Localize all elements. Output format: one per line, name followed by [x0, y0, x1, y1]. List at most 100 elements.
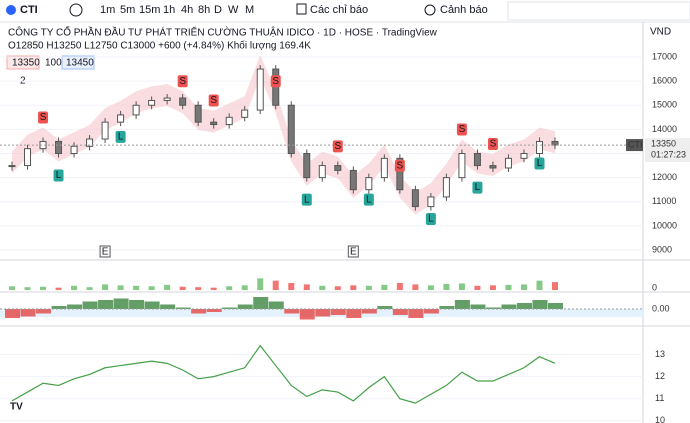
osc-bar [113, 298, 129, 309]
osc-bar [36, 309, 52, 314]
signal-marker [456, 123, 467, 136]
candle [194, 104, 202, 123]
volume-bar [210, 287, 217, 290]
interval-button[interactable]: M [245, 4, 254, 16]
drawing-tools[interactable] [507, 1, 690, 21]
countdown: 01:27:23 [651, 149, 686, 159]
signal-marker [332, 140, 343, 153]
signal-label: L [428, 214, 434, 225]
price-tag-bg [645, 138, 690, 163]
osc-bar [129, 300, 145, 309]
symbol-tag-bg [626, 139, 643, 152]
add-symbol[interactable] [69, 3, 83, 17]
volume-bar [365, 285, 372, 290]
signal-label: S [334, 141, 341, 152]
candle [303, 153, 311, 179]
osc-bar [439, 306, 455, 309]
osc-bar [408, 309, 424, 318]
osc-bar [516, 303, 532, 309]
spread: 100 [45, 58, 62, 69]
volume-bar [396, 283, 403, 290]
price-tick-label: 17000 [652, 51, 677, 61]
volume-bar [195, 287, 202, 290]
symbol-tag: CTI [628, 139, 643, 149]
candle [365, 177, 373, 191]
interval-button[interactable]: D [214, 4, 222, 16]
price-tick-label: 9000 [652, 244, 672, 254]
last-price-label: 13350 [651, 138, 676, 148]
candle [132, 104, 140, 116]
osc-bar [144, 301, 160, 309]
signal-label: S [490, 139, 497, 150]
toolbar [0, 0, 690, 22]
lower-tick: 11 [655, 393, 664, 403]
volume-bar [319, 285, 326, 290]
indicator-icon [296, 3, 307, 15]
candle [396, 157, 404, 191]
volume-bar [55, 287, 62, 290]
price-tick-label: 10000 [652, 220, 677, 230]
candle [380, 157, 388, 179]
interval-button[interactable]: 15m [139, 4, 160, 16]
volume-bar [489, 285, 496, 290]
candle [117, 114, 125, 123]
osc-bar [284, 309, 300, 314]
candle [210, 121, 218, 126]
candle [163, 97, 171, 101]
candle [101, 121, 109, 140]
currency: VND [650, 27, 671, 38]
candle [535, 140, 543, 155]
tv-logo: TV [10, 402, 23, 413]
volume-bar [148, 286, 155, 290]
alerts-button[interactable]: Cảnh báo [440, 4, 488, 16]
osc-bar [423, 309, 439, 314]
interval-button[interactable]: 1h [163, 4, 175, 16]
osc-bar [51, 306, 67, 309]
price-tick-label: 15000 [652, 100, 677, 110]
volume-bar [552, 282, 558, 290]
interval-button[interactable]: 8h [198, 4, 210, 16]
candle [551, 140, 559, 146]
signal-label: S [40, 112, 47, 123]
symbol[interactable]: CTI [20, 4, 38, 16]
candle [349, 169, 357, 191]
osc-bar [67, 304, 83, 309]
volume-tick: 0 [652, 282, 657, 292]
osc-bar [191, 309, 207, 314]
volume-bar [458, 283, 465, 290]
cloud-band [12, 55, 555, 215]
volume-bar [24, 287, 31, 290]
interval-button[interactable]: 5m [120, 4, 135, 16]
candle [148, 99, 156, 106]
osc-bar [98, 300, 114, 309]
candle [225, 116, 233, 126]
volume-bar [381, 284, 388, 290]
osc-bar [485, 307, 501, 309]
candle [86, 138, 94, 147]
candle [334, 165, 342, 171]
event-marker [347, 245, 359, 258]
logo [6, 5, 16, 15]
price-tick-label: 11000 [652, 196, 676, 206]
osc-bar [346, 309, 362, 318]
osc-bar [206, 309, 222, 312]
signal-marker [208, 94, 219, 107]
interval-button[interactable]: W [228, 4, 239, 16]
osc-bar [454, 300, 470, 309]
volume-bar [443, 283, 450, 290]
alert-icon [424, 4, 436, 16]
candle [473, 153, 481, 167]
indicators-button[interactable]: Các chỉ báo [310, 4, 368, 16]
volume-bar [520, 284, 527, 290]
signal-marker [53, 169, 64, 182]
interval-button[interactable]: 4h [181, 4, 193, 16]
signal-marker [115, 130, 126, 143]
candle [489, 165, 497, 169]
osc-bar [160, 304, 176, 309]
candle [8, 165, 16, 168]
candle [318, 165, 326, 179]
interval-button[interactable]: 1m [100, 4, 115, 16]
osc-bar [175, 307, 191, 309]
signal-label: L [537, 158, 543, 169]
signal-label: S [272, 76, 279, 87]
